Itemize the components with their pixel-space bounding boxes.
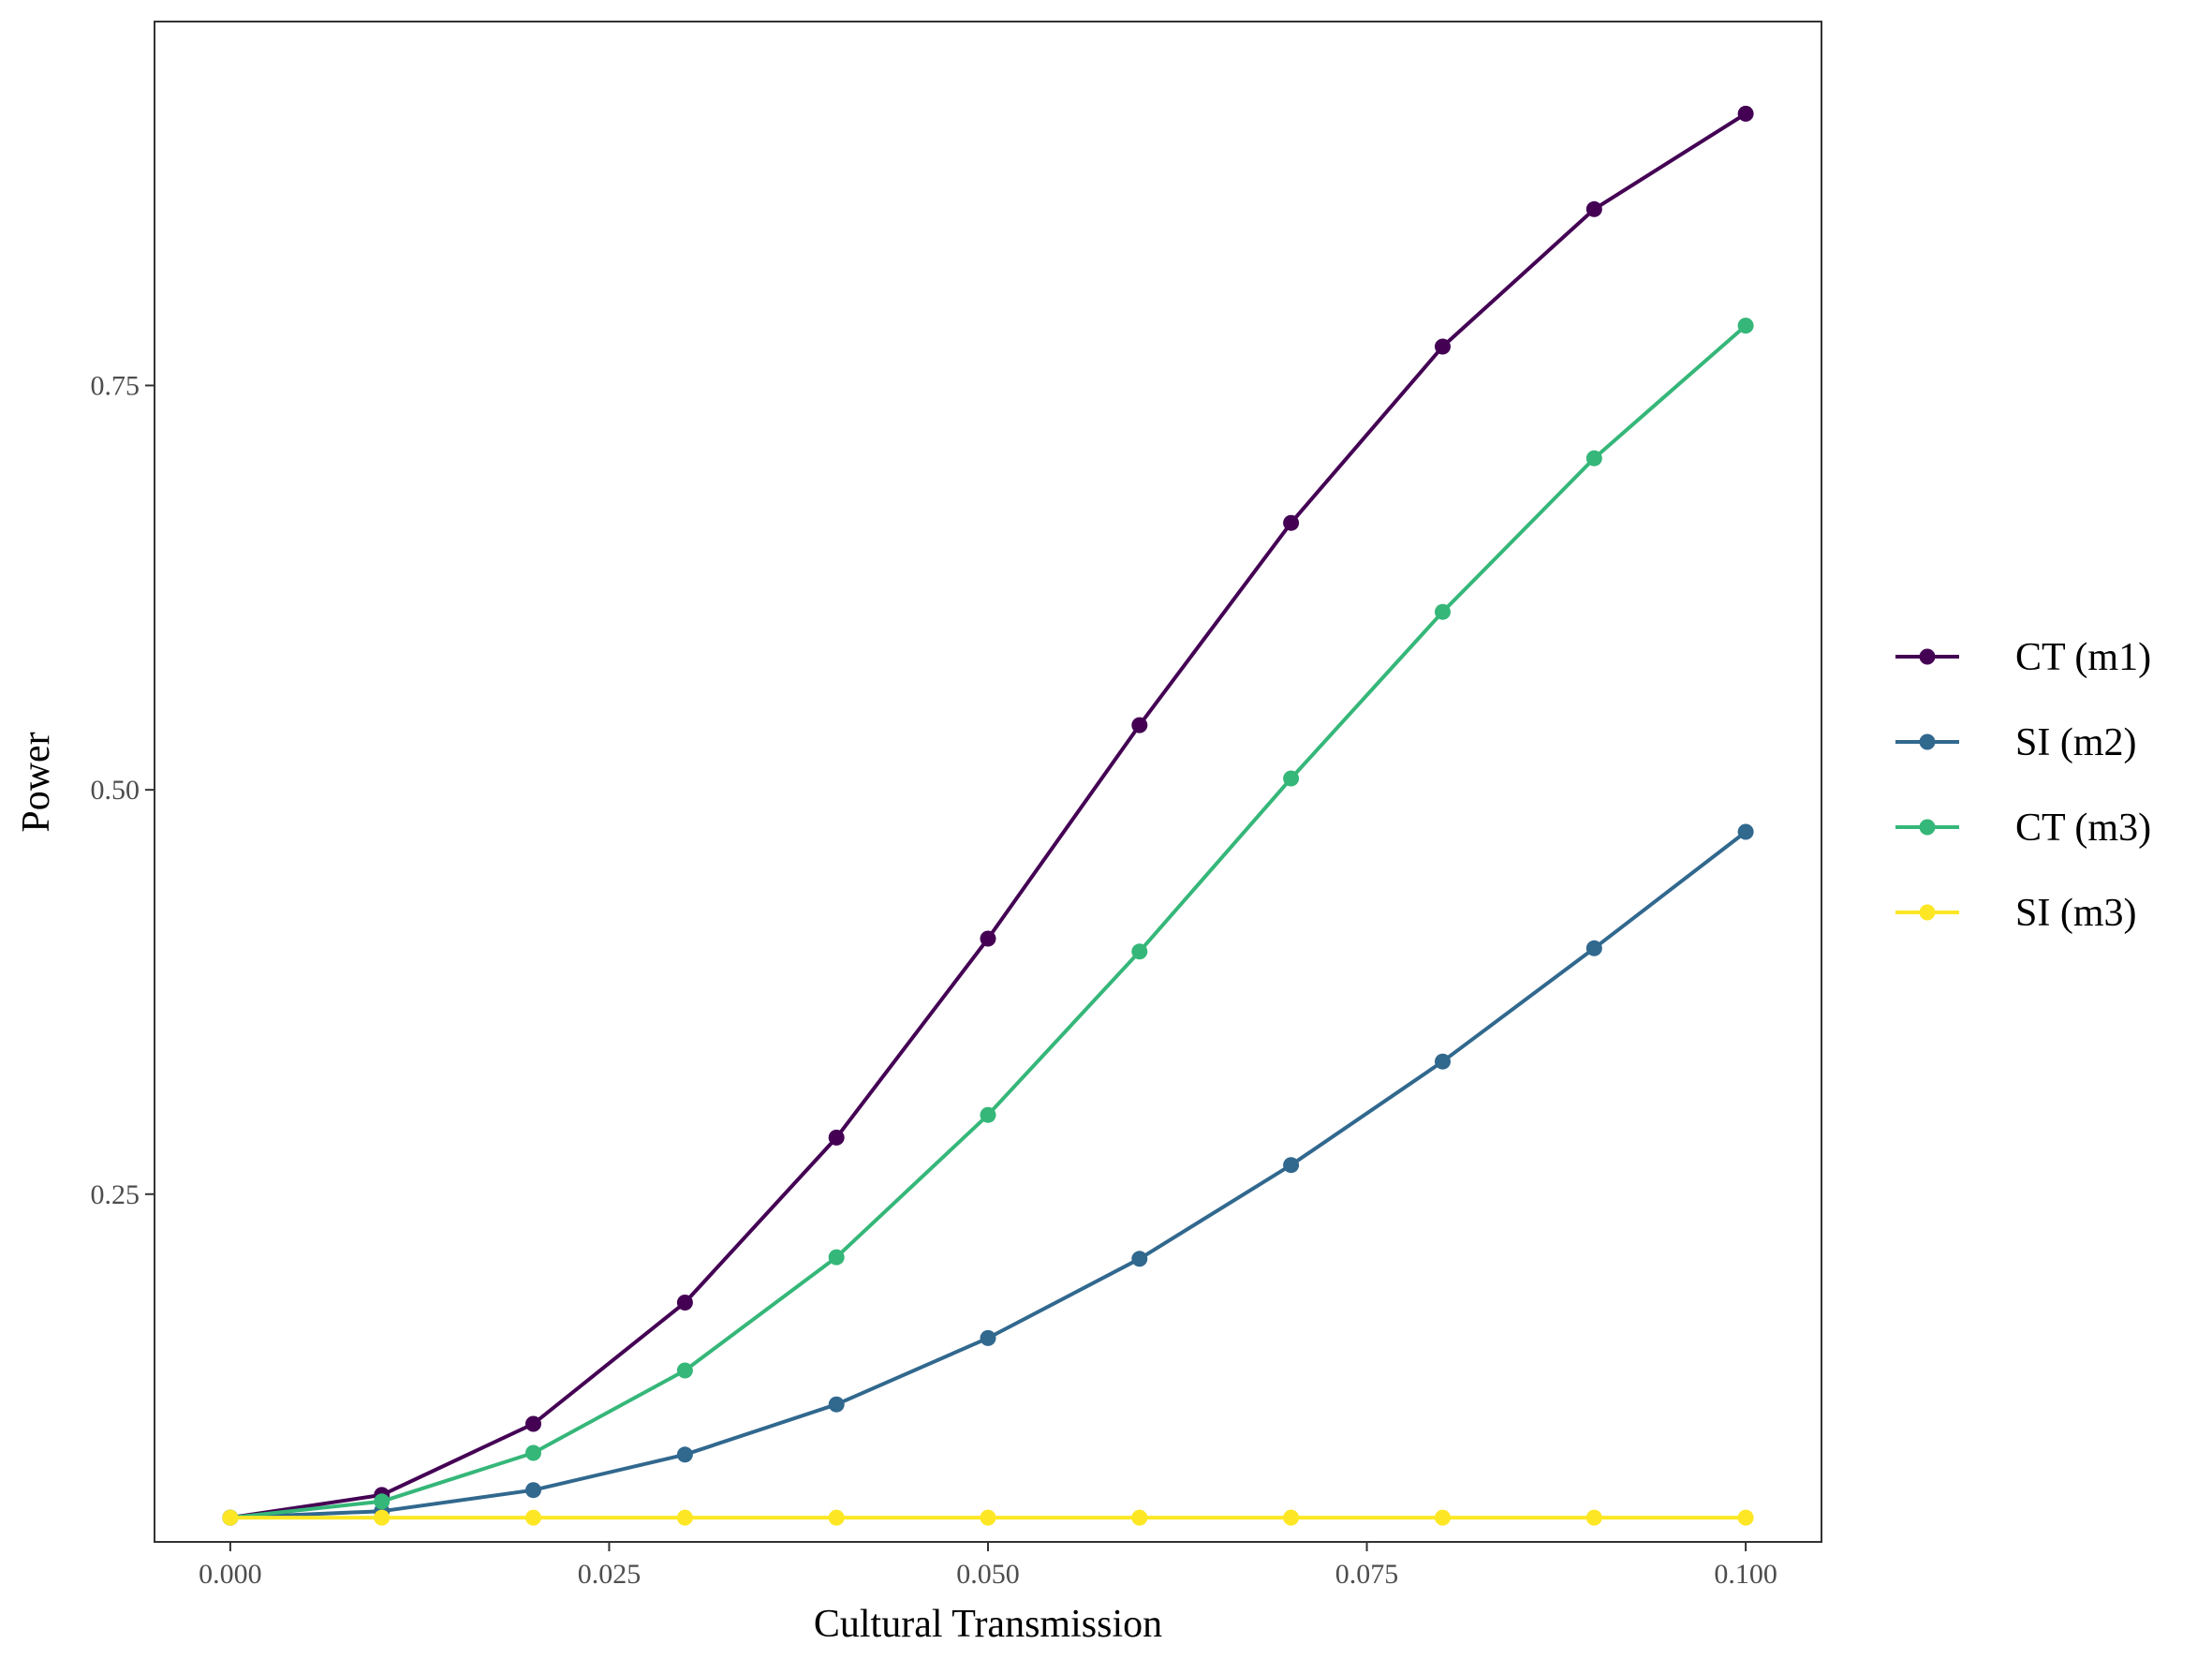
legend-key-point-2: [1919, 733, 1936, 750]
x-tick-label-5: 0.100: [1714, 1559, 1777, 1590]
data-point-3-5: [828, 1249, 845, 1266]
data-point-4-10: [1585, 1509, 1602, 1526]
data-point-1-7: [1131, 717, 1148, 733]
data-point-3-6: [980, 1106, 996, 1123]
legend-label-3: CT (m3): [2015, 807, 2151, 850]
data-point-2-4: [676, 1446, 693, 1463]
legend-label-2: SI (m2): [2015, 721, 2137, 764]
legend: CT (m1) SI (m2) CT (m3) SI (m3): [1895, 636, 2151, 935]
data-point-4-7: [1131, 1509, 1148, 1526]
series-4: [222, 1509, 1754, 1526]
data-point-2-9: [1435, 1053, 1451, 1070]
legend-key-point-3: [1919, 819, 1936, 836]
data-point-2-6: [980, 1329, 996, 1346]
data-point-3-9: [1435, 603, 1451, 620]
series-1: [222, 105, 1754, 1526]
data-point-4-5: [828, 1509, 845, 1526]
x-tick-label-1: 0.000: [199, 1559, 262, 1590]
legend-key-1: [1895, 648, 1959, 665]
y-tick-label-2: 0.50: [91, 775, 140, 806]
x-tick-label-4: 0.075: [1335, 1559, 1399, 1590]
y-axis: 0.25 0.50 0.75: [91, 370, 155, 1210]
data-point-4-6: [980, 1509, 996, 1526]
data-point-4-3: [525, 1509, 541, 1526]
data-point-3-7: [1131, 943, 1148, 960]
legend-label-4: SI (m3): [2015, 892, 2137, 935]
legend-key-point-1: [1919, 648, 1936, 665]
data-point-1-9: [1435, 338, 1451, 355]
data-point-3-3: [525, 1444, 541, 1461]
data-point-4-11: [1737, 1509, 1754, 1526]
data-point-2-10: [1585, 940, 1602, 956]
data-point-3-4: [676, 1362, 693, 1379]
legend-key-point-4: [1919, 904, 1936, 921]
x-axis: 0.000 0.025 0.050 0.075 0.100: [199, 1542, 1777, 1590]
data-point-1-6: [980, 930, 996, 947]
data-point-2-11: [1737, 823, 1754, 840]
x-axis-title: Cultural Transmission: [814, 1603, 1162, 1646]
y-axis-title: Power: [15, 732, 58, 832]
data-point-4-9: [1435, 1509, 1451, 1526]
data-point-1-11: [1737, 105, 1754, 122]
data-point-3-10: [1585, 450, 1602, 467]
y-tick-label-1: 0.25: [91, 1179, 140, 1210]
data-point-4-1: [222, 1509, 239, 1526]
data-point-2-7: [1131, 1251, 1148, 1267]
data-point-2-5: [828, 1396, 845, 1413]
legend-key-3: [1895, 819, 1959, 836]
data-point-4-8: [1283, 1509, 1300, 1526]
data-point-1-8: [1283, 514, 1300, 531]
data-point-4-2: [374, 1509, 391, 1526]
legend-label-1: CT (m1): [2015, 636, 2151, 679]
legend-key-2: [1895, 733, 1959, 750]
data-point-3-11: [1737, 318, 1754, 334]
data-point-2-3: [525, 1482, 541, 1499]
data-point-1-3: [525, 1415, 541, 1432]
data-point-3-2: [374, 1493, 391, 1510]
x-tick-label-3: 0.050: [956, 1559, 1020, 1590]
data-point-1-4: [676, 1295, 693, 1311]
data-point-3-8: [1283, 770, 1300, 787]
y-tick-label-3: 0.75: [91, 370, 140, 401]
series-layer: [222, 105, 1754, 1526]
data-point-2-8: [1283, 1157, 1300, 1174]
data-point-1-5: [828, 1129, 845, 1146]
x-tick-label-2: 0.025: [578, 1559, 641, 1590]
data-point-4-4: [676, 1509, 693, 1526]
data-point-1-10: [1585, 200, 1602, 217]
legend-key-4: [1895, 904, 1959, 921]
